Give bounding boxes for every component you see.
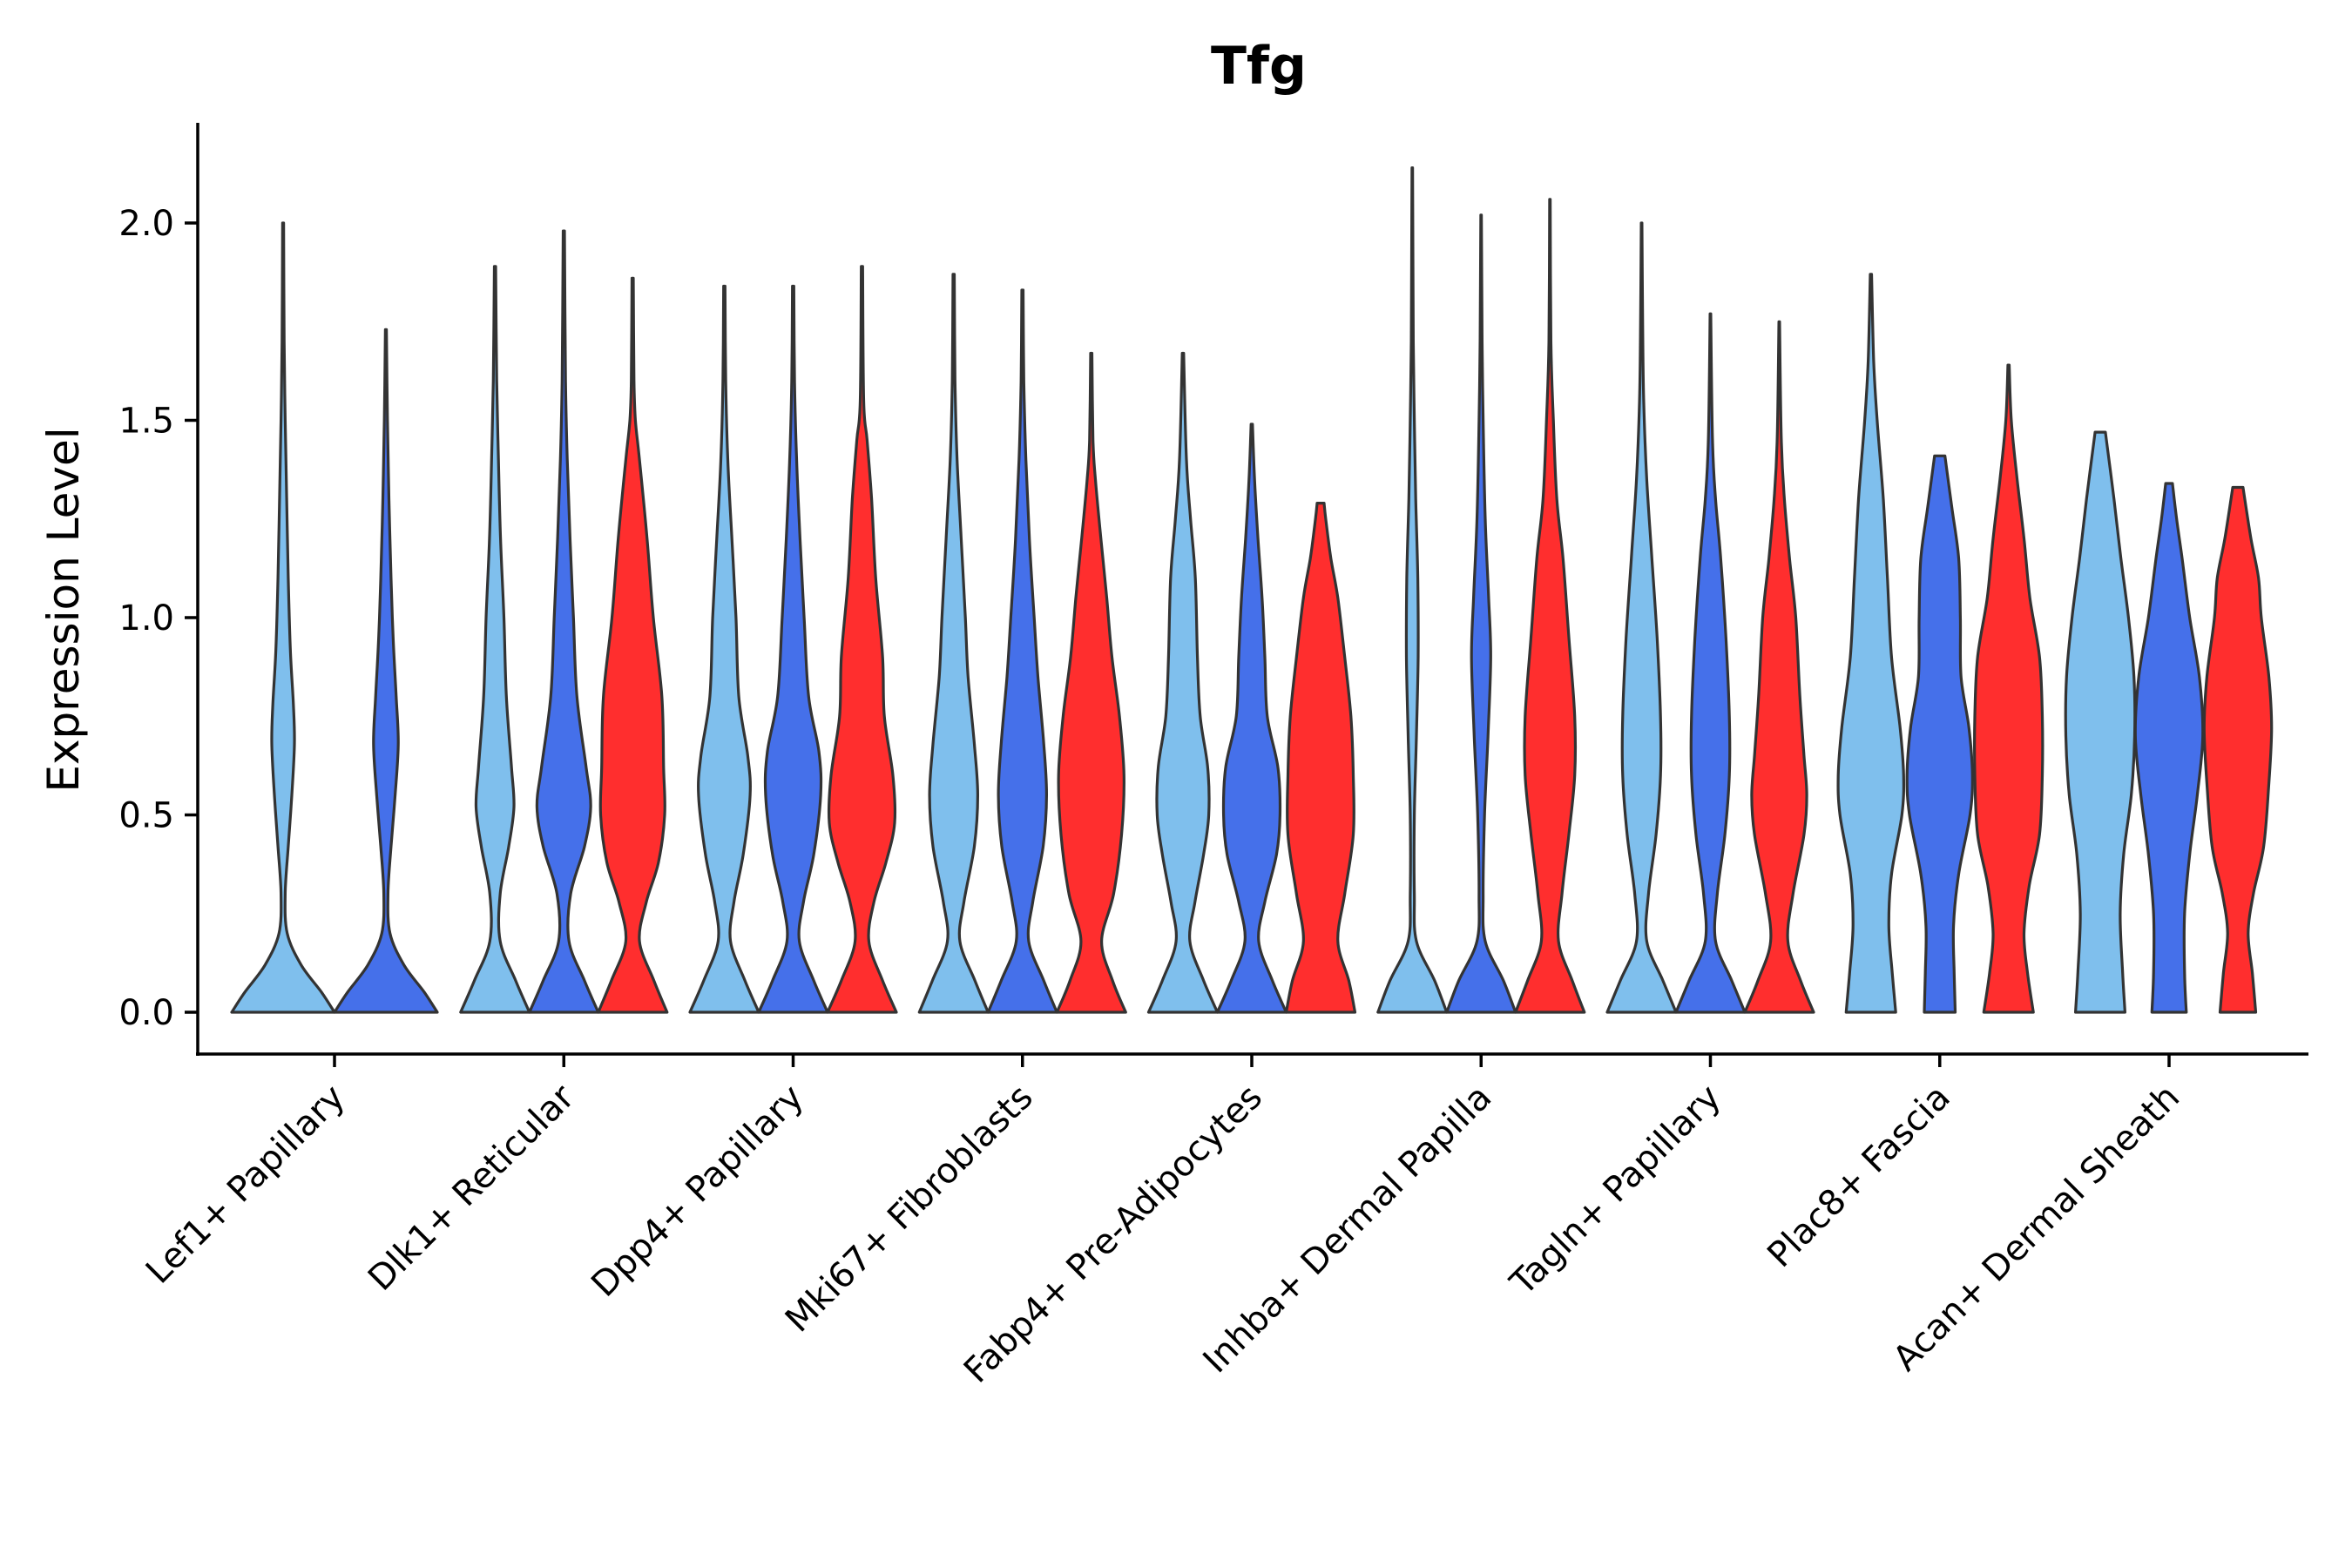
violin-group1: [2064, 430, 2137, 1014]
violin-group2: [2133, 482, 2205, 1014]
violin-group2: [757, 284, 829, 1014]
violin-group3: [826, 265, 898, 1014]
x-ticks: Lef1+ Papillary Dlk1+ Reticular Dpp4+ Papi…: [139, 1054, 2187, 1391]
y-tick-label: 0.0: [118, 993, 174, 1033]
violin-group2: [333, 328, 439, 1014]
violin-group3: [2202, 485, 2274, 1014]
x-tick-label: Mki67+ Fibroblasts: [778, 1078, 1041, 1341]
y-tick-label: 1.5: [118, 402, 174, 442]
violin-group3: [1973, 363, 2044, 1014]
violin-group2: [1215, 422, 1288, 1014]
violin-group1: [1836, 273, 1906, 1014]
violin-group2: [528, 229, 600, 1014]
y-ticks: 0.0 0.5 1.0 1.5 2.0: [118, 204, 198, 1033]
violin-group2: [1905, 454, 1974, 1014]
chart-title: Tfg: [1211, 36, 1307, 97]
violin-group3: [597, 276, 669, 1014]
violin-group1: [1605, 221, 1678, 1014]
x-tick-label: Plac8+ Fascia: [1760, 1078, 1958, 1276]
x-tick-label: Dpp4+ Papillary: [584, 1078, 811, 1305]
y-tick-label: 2.0: [118, 204, 174, 244]
violin-group3: [1055, 351, 1127, 1014]
x-tick-label: Tagln+ Papillary: [1503, 1078, 1729, 1304]
violin-group3: [1514, 198, 1586, 1014]
violin-group1: [1376, 166, 1449, 1014]
violin-group1: [917, 273, 990, 1014]
violin-group3: [1284, 502, 1357, 1014]
violin-group2: [1445, 213, 1517, 1014]
y-axis-label: Expression Level: [38, 427, 89, 792]
violin-group1: [1146, 351, 1220, 1014]
violin-group1: [459, 265, 531, 1014]
violin-group1: [230, 221, 336, 1014]
x-tick-label: Dlk1+ Reticular: [361, 1077, 583, 1299]
violin-group3: [1743, 320, 1815, 1014]
violins-layer: [230, 166, 2274, 1014]
y-tick-label: 0.5: [118, 796, 174, 836]
y-tick-label: 1.0: [118, 598, 174, 639]
x-tick-label: Lef1+ Papillary: [139, 1078, 353, 1292]
violin-group2: [1674, 312, 1747, 1014]
violin-group2: [986, 288, 1058, 1014]
violin-group1: [688, 284, 760, 1014]
